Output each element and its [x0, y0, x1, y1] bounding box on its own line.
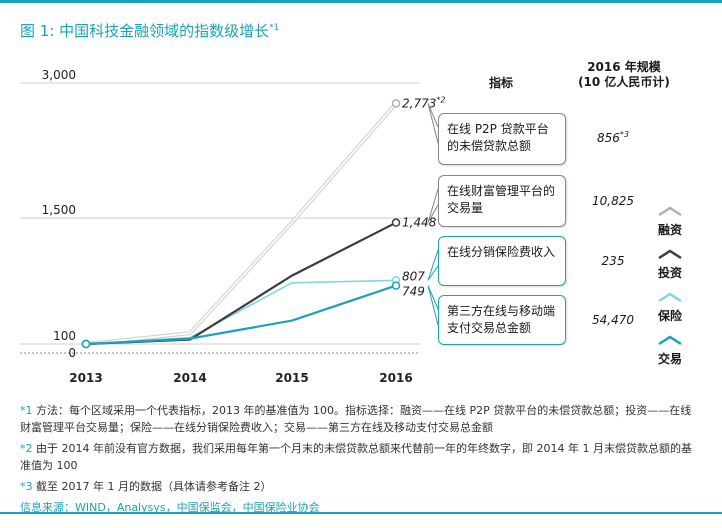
value-financing: 856*3 [578, 130, 648, 145]
indicator-box-investment: 在线财富管理平台的交易量 [438, 175, 566, 227]
line-chart: 0 100 1,500 3,000 2013 2014 2015 2016 2,773*2 1,4… [20, 68, 445, 385]
value-financing-text: 856 [597, 131, 620, 145]
legend-icon-insurance [658, 292, 682, 303]
end-value-note: *2 [436, 95, 445, 104]
end-value-label: 2,773*2 [402, 95, 445, 110]
footnote-1-mark: *1 [20, 404, 33, 417]
end-value-label: 1,448 [402, 216, 437, 230]
footnotes: *1 方法：每个区域采用一个代表指标，2013 年的基准值为 100。指标选择：… [20, 402, 700, 520]
indicator-box-payment: 第三方在线与移动端支付交易总金额 [438, 295, 566, 345]
x-tick-label: 2016 [379, 371, 412, 385]
legend-icon-payment [658, 335, 682, 346]
footnote-3-text: 截至 2017 年 1 月的数据（具体请参考备注 2） [36, 480, 272, 493]
legend-icon-financing [658, 206, 682, 217]
callout-pointer [427, 103, 439, 144]
scale-header: 2016 年规模 (10 亿人民币计) [574, 60, 674, 90]
footnote-3: *3 截至 2017 年 1 月的数据（具体请参考备注 2） [20, 478, 700, 495]
scale-header-line2: (10 亿人民币计) [578, 75, 670, 89]
callout-pointer [427, 249, 439, 281]
y-tick-label: 3,000 [42, 68, 76, 82]
end-value-label: 807 [402, 269, 425, 283]
series-line [85, 102, 397, 345]
y-tick-label: 1,500 [42, 203, 76, 217]
y-tick-label: 100 [53, 329, 76, 343]
series-line [85, 221, 397, 346]
legend-insurance: 保险 [657, 309, 682, 323]
footnote-2: *2 由于 2014 年前没有官方数据，我们采用每年第一个月末的未偿贷款总额来代… [20, 440, 700, 474]
callout-pointer [427, 285, 439, 326]
footnote-1-text: 方法：每个区域采用一个代表指标，2013 年的基准值为 100。指标选择：融资—… [20, 404, 692, 434]
series-line [85, 279, 397, 345]
scale-header-line1: 2016 年规模 [587, 60, 661, 74]
footnote-1: *1 方法：每个区域采用一个代表指标，2013 年的基准值为 100。指标选择：… [20, 402, 700, 436]
indicator-box-insurance: 在线分销保险费收入 [438, 236, 566, 286]
y-tick-label: 0 [68, 346, 76, 360]
legend-investment: 投资 [657, 266, 682, 280]
end-value-label: 749 [402, 285, 425, 299]
callout-pointer [427, 188, 439, 223]
figure-title: 图 1: 中国科技金融领域的指数级增长*1 [20, 20, 279, 41]
series-line [85, 284, 397, 346]
footnote-2-text: 由于 2014 年前没有官方数据，我们采用每年第一个月末的未偿贷款总额来代替前一… [20, 442, 692, 472]
legend-financing: 融资 [657, 223, 682, 237]
legend-icon-investment [658, 249, 682, 260]
footnote-2-mark: *2 [20, 442, 33, 455]
indicator-header: 指标 [488, 76, 513, 90]
x-tick-label: 2015 [275, 371, 308, 385]
figure-title-note: *1 [269, 23, 280, 33]
value-investment: 10,825 [592, 194, 634, 208]
data-point [81, 339, 91, 349]
legend-payment: 交易 [657, 352, 682, 366]
indicator-box-financing: 在线 P2P 贷款平台的未偿贷款总额 [438, 113, 566, 165]
source-note: 信息来源：WIND，Analysys，中国保监会，中国保险业协会 [20, 501, 320, 514]
value-insurance: 235 [601, 254, 625, 268]
value-financing-note: *3 [619, 130, 629, 139]
value-payment: 54,470 [592, 313, 634, 327]
footnote-3-mark: *3 [20, 480, 33, 493]
figure-title-text: 图 1: 中国科技金融领域的指数级增长 [20, 22, 270, 40]
top-rule [0, 0, 722, 3]
data-point [391, 281, 401, 290]
x-tick-label: 2013 [69, 371, 102, 385]
data-point [391, 218, 401, 227]
bottom-rule [0, 512, 722, 514]
data-point [391, 99, 401, 108]
x-tick-label: 2014 [173, 371, 206, 385]
